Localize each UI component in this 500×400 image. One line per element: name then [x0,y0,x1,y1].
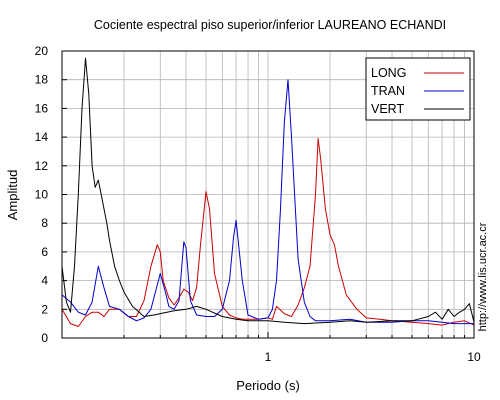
series-line-long [61,138,475,327]
legend: LONG TRAN VERT [365,57,471,121]
y-tick-label: 20 [35,44,49,58]
legend-label-vert: VERT [371,102,404,116]
series-line-tran [61,79,474,325]
lis-url-label: http://www.lis.ucr.ac.cr [477,222,489,331]
axis-ticks: 0 2 4 6 8 10 12 14 16 18 20 1 10 [35,44,481,364]
y-tick-label: 18 [35,73,49,87]
x-tick-label: 1 [265,350,272,364]
series-lines [61,57,475,327]
x-axis-label: Periodo (s) [236,378,300,393]
y-tick-label: 10 [35,188,49,202]
y-tick-label: 2 [41,302,48,316]
y-tick-label: 14 [35,130,49,144]
series-line-vert [61,57,475,325]
y-axis-label: Amplitud [5,170,20,221]
y-tick-label: 16 [35,101,49,115]
y-tick-label: 4 [41,274,48,288]
legend-label-long: LONG [371,66,406,80]
legend-box [365,57,471,121]
y-tick-label: 6 [41,245,48,259]
y-tick-label: 0 [41,331,48,345]
y-tick-label: 12 [35,159,49,173]
x-tick-label: 10 [467,350,481,364]
y-tick-label: 8 [41,216,48,230]
legend-label-tran: TRAN [371,84,405,98]
chart-title: Cociente espectral piso superior/inferio… [94,18,446,32]
